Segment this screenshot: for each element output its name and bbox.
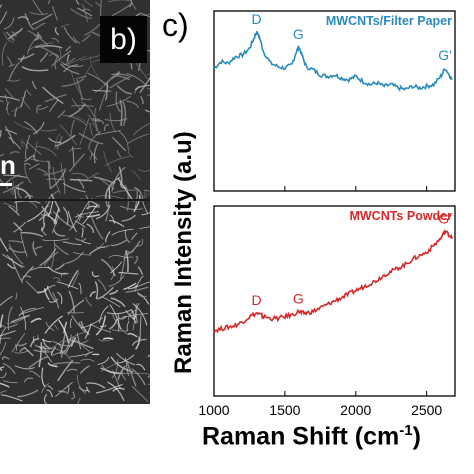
peak-label-g: G — [293, 290, 304, 306]
sem-micrograph: b) n — [0, 0, 150, 404]
peak-label-gprime: G' — [438, 47, 452, 63]
peak-label-g: G — [293, 26, 304, 42]
x-tick-label: 1500 — [269, 402, 300, 418]
scale-bar-label: n — [0, 150, 16, 180]
x-tick-label: 2500 — [411, 402, 442, 418]
bottom-plot-frame — [213, 205, 456, 397]
peak-label-d: D — [251, 292, 261, 308]
y-axis-label: Raman Intensity (a.u) — [170, 131, 197, 374]
panel-b-label: b) — [100, 16, 147, 63]
series-line-1 — [213, 31, 453, 92]
scale-bar — [0, 183, 12, 186]
peak-label-gprime: G' — [438, 210, 452, 226]
x-axis-label: Raman Shift (cm-1) — [202, 422, 421, 451]
peak-label-d: D — [251, 11, 261, 27]
x-tick-label: 2000 — [340, 402, 371, 418]
x-axis-label-exponent: -1 — [399, 422, 413, 439]
x-axis-label-main: Raman Shift (cm — [202, 422, 400, 451]
series-line-2 — [213, 228, 453, 334]
series-title-1: MWCNTs/Filter Paper — [326, 14, 452, 28]
panel-c-label: c) — [162, 7, 189, 43]
series-title-2: MWCNTs Powder — [349, 209, 452, 223]
x-tick-label: 1000 — [198, 402, 229, 418]
top-plot-frame — [213, 10, 456, 192]
x-axis-label-close: ) — [412, 422, 421, 451]
x-axis-ticks: 1000 1500 2000 2500 — [198, 186, 442, 418]
